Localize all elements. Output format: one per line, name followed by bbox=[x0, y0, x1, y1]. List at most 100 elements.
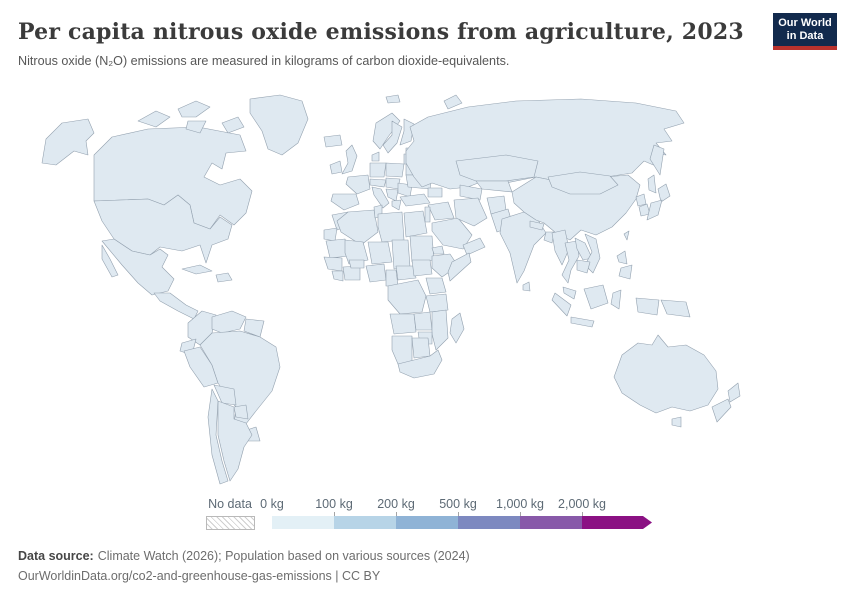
country-turkey[interactable] bbox=[399, 193, 431, 207]
country-zambia[interactable] bbox=[413, 311, 433, 331]
country-philippines[interactable] bbox=[616, 250, 628, 265]
country-australia[interactable] bbox=[671, 416, 682, 428]
country-russia[interactable] bbox=[647, 174, 657, 194]
country-russia[interactable] bbox=[443, 94, 463, 110]
country-south-sudan[interactable] bbox=[411, 259, 433, 277]
country-libya[interactable] bbox=[377, 211, 405, 243]
country-madagascar[interactable] bbox=[449, 312, 465, 344]
country-caucasus[interactable] bbox=[427, 187, 443, 198]
legend-bin-2[interactable] bbox=[396, 516, 458, 529]
country-indonesia[interactable] bbox=[610, 289, 622, 310]
country-north-korea[interactable] bbox=[635, 193, 647, 207]
country-laos[interactable] bbox=[574, 237, 593, 261]
country-malaysia[interactable] bbox=[562, 286, 577, 300]
country-cambodia[interactable] bbox=[576, 259, 591, 274]
legend-bin-5[interactable] bbox=[582, 516, 652, 529]
country-indonesia[interactable] bbox=[551, 292, 572, 317]
country-poland[interactable] bbox=[385, 162, 405, 178]
country-germany[interactable] bbox=[369, 162, 387, 178]
country-spain-portugal[interactable] bbox=[330, 193, 360, 211]
country-burkina-faso[interactable] bbox=[348, 259, 365, 269]
country-niger[interactable] bbox=[367, 241, 393, 265]
country-egypt[interactable] bbox=[403, 210, 428, 238]
country-sudan[interactable] bbox=[409, 235, 435, 263]
country-philippines[interactable] bbox=[618, 264, 633, 280]
legend-bin-1[interactable] bbox=[334, 516, 396, 529]
country-iran[interactable] bbox=[453, 197, 488, 227]
country-papua-new-guinea[interactable] bbox=[660, 299, 691, 318]
owid-logo[interactable]: Our World in Data bbox=[773, 13, 837, 50]
country-central-african-republic[interactable] bbox=[395, 265, 417, 281]
legend-bin-4[interactable] bbox=[520, 516, 582, 529]
country-senegal-guinea[interactable] bbox=[323, 256, 343, 272]
legend-bin-0[interactable] bbox=[272, 516, 334, 529]
country-south-africa[interactable] bbox=[397, 349, 443, 379]
country-western-sahara[interactable] bbox=[323, 227, 338, 242]
country-sri-lanka[interactable] bbox=[522, 281, 531, 292]
country-balkans[interactable] bbox=[385, 188, 399, 202]
country-iceland[interactable] bbox=[323, 134, 343, 148]
country-switzerland-austria[interactable] bbox=[369, 178, 387, 188]
legend-no-data-swatch[interactable] bbox=[206, 516, 255, 530]
country-paraguay[interactable] bbox=[233, 404, 249, 420]
country-venezuela[interactable] bbox=[211, 310, 247, 334]
country-israel-jordan[interactable] bbox=[424, 206, 431, 223]
country-ireland[interactable] bbox=[329, 160, 343, 175]
country-australia[interactable] bbox=[613, 334, 719, 414]
country-new-zealand[interactable] bbox=[711, 398, 732, 423]
legend-bin-3[interactable] bbox=[458, 516, 520, 529]
country-cameroon[interactable] bbox=[385, 269, 399, 287]
country-greenland[interactable] bbox=[249, 94, 309, 156]
country-kenya-uganda[interactable] bbox=[425, 277, 447, 295]
country-syria-iraq[interactable] bbox=[427, 201, 455, 221]
country-kazakhstan[interactable] bbox=[455, 154, 539, 182]
country-italy[interactable] bbox=[371, 186, 390, 209]
country-indonesia[interactable] bbox=[635, 297, 660, 316]
country-cuba[interactable] bbox=[181, 264, 213, 275]
country-eritrea[interactable] bbox=[431, 245, 445, 255]
country-mongolia[interactable] bbox=[547, 171, 619, 195]
country-canada[interactable] bbox=[221, 116, 245, 134]
country-tanzania[interactable] bbox=[425, 293, 449, 313]
footer-license[interactable]: OurWorldinData.org/co2-and-greenhouse-ga… bbox=[18, 569, 381, 583]
country-japan[interactable] bbox=[657, 183, 671, 203]
country-united-states[interactable] bbox=[41, 118, 95, 166]
country-mexico[interactable] bbox=[101, 244, 119, 278]
country-botswana[interactable] bbox=[411, 337, 431, 359]
country-nigeria[interactable] bbox=[365, 263, 387, 283]
country-central-america[interactable] bbox=[153, 292, 199, 320]
country-hispaniola[interactable] bbox=[215, 272, 233, 283]
country-canada[interactable] bbox=[185, 120, 207, 134]
country-somalia[interactable] bbox=[447, 252, 472, 282]
country-taiwan[interactable] bbox=[623, 230, 630, 241]
country-chile[interactable] bbox=[207, 388, 229, 485]
country-new-zealand[interactable] bbox=[727, 382, 741, 403]
country-yemen-oman[interactable] bbox=[462, 237, 486, 256]
country-japan[interactable] bbox=[646, 199, 663, 221]
country-indonesia[interactable] bbox=[570, 316, 595, 328]
country-angola[interactable] bbox=[389, 313, 417, 335]
country-canada[interactable] bbox=[177, 100, 211, 118]
country-chad[interactable] bbox=[391, 239, 411, 270]
country-france[interactable] bbox=[345, 174, 371, 195]
country-russia[interactable] bbox=[649, 144, 665, 176]
country-dr-congo[interactable] bbox=[387, 279, 427, 315]
country-sierra-leone-liberia[interactable] bbox=[331, 270, 344, 282]
country-mozambique[interactable] bbox=[431, 309, 449, 351]
country-argentina[interactable] bbox=[217, 400, 253, 482]
country-myanmar[interactable] bbox=[551, 229, 570, 266]
country-greece[interactable] bbox=[391, 199, 402, 211]
country-namibia[interactable] bbox=[391, 335, 413, 365]
country-mexico[interactable] bbox=[101, 238, 175, 296]
country-bangladesh[interactable] bbox=[543, 231, 555, 244]
country-russia[interactable] bbox=[405, 98, 685, 190]
country-sweden[interactable] bbox=[382, 120, 403, 154]
country-canada[interactable] bbox=[137, 110, 171, 128]
country-finland[interactable] bbox=[399, 118, 415, 146]
country-bolivia[interactable] bbox=[213, 384, 237, 406]
country-united-kingdom[interactable] bbox=[341, 144, 358, 175]
country-svalbard[interactable] bbox=[385, 94, 401, 104]
country-denmark[interactable] bbox=[371, 151, 380, 162]
country-turkmenistan[interactable] bbox=[459, 184, 483, 201]
country-nepal[interactable] bbox=[529, 220, 545, 231]
